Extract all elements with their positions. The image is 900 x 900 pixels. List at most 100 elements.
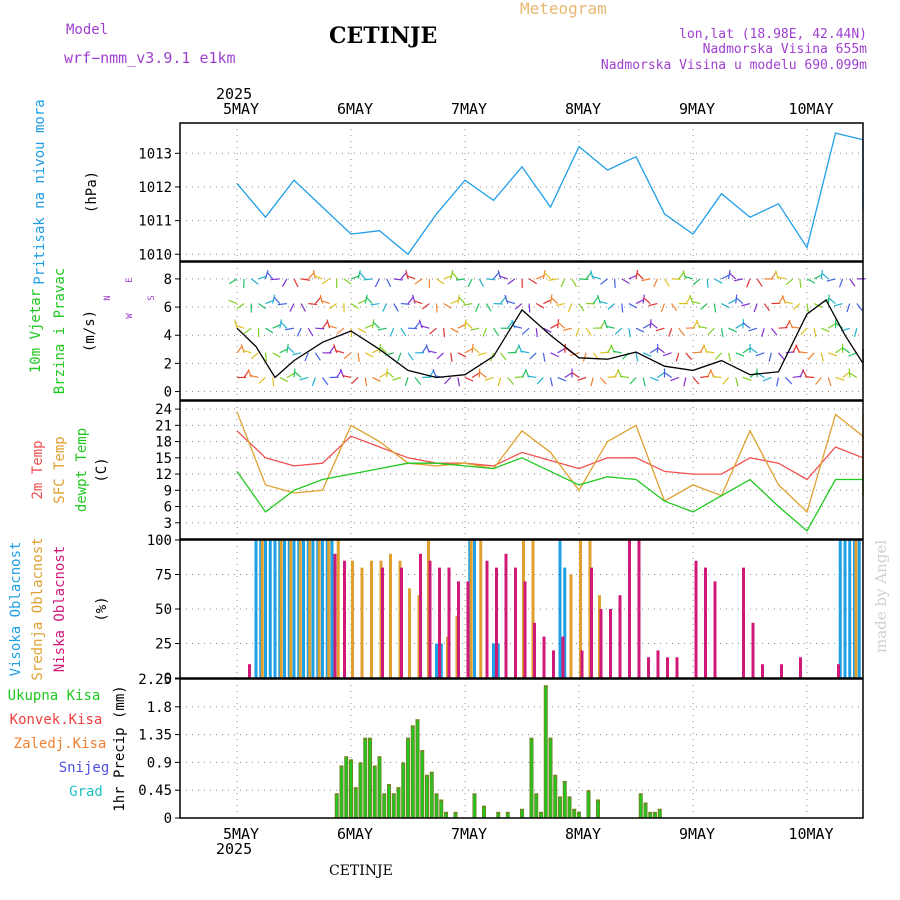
- cloud-bar: [292, 540, 296, 678]
- cloud-bar: [439, 643, 443, 678]
- wind-arrow: [379, 346, 388, 354]
- wind-arrow: [378, 343, 382, 353]
- top-day-label: 10MAY: [788, 100, 833, 118]
- coords-text: lon,lat (18.98E, 42.44N): [679, 27, 867, 42]
- wind-arrow: [792, 303, 801, 311]
- cloud-bar: [837, 664, 840, 678]
- y-axis-title: (m/s): [82, 310, 98, 352]
- cloud-bar: [485, 560, 489, 678]
- wind-arrow: [663, 371, 672, 378]
- wind-arrow: [336, 327, 345, 335]
- panel-frame: [179, 678, 864, 819]
- model-label: Model: [66, 22, 108, 38]
- wind-arrow: [813, 274, 823, 280]
- y-tick-label: 1.35: [138, 728, 172, 744]
- wind-arrow: [714, 278, 723, 284]
- wind-arrow: [778, 352, 785, 361]
- cloud-bar: [473, 540, 476, 678]
- precip-bar-inner: [597, 801, 599, 818]
- wind-arrow: [550, 296, 559, 304]
- wind-arrow: [820, 269, 823, 279]
- y-axis-title: (C): [94, 457, 110, 482]
- precip-legend-entry: Grad: [69, 784, 103, 800]
- wind-arrow: [322, 377, 329, 386]
- wind-arrow: [712, 375, 722, 379]
- wind-arrow: [329, 303, 338, 310]
- wind-arrow: [735, 323, 744, 329]
- cloud-bar: [523, 581, 527, 678]
- wind-arrow: [464, 376, 474, 382]
- precip-bar-inner: [573, 810, 576, 818]
- y-tick-label: 0: [164, 811, 172, 827]
- y-tick-label: 2: [164, 356, 172, 372]
- top-day-label: 8MAY: [565, 100, 601, 118]
- wind-arrow: [393, 278, 403, 281]
- y-tick-label: 0: [164, 385, 172, 401]
- precip-bar-inner: [416, 721, 419, 818]
- pressure-panel: 1010 1011 1012 1013: [138, 122, 864, 263]
- precip-bar-inner: [563, 782, 566, 818]
- wind-arrow: [357, 327, 367, 334]
- precip-bar-inner: [397, 789, 400, 818]
- wind-arrow: [838, 278, 844, 288]
- wind-arrow: [763, 303, 771, 312]
- wind-arrow: [405, 270, 409, 280]
- wind-arrow: [350, 275, 360, 280]
- y-tick-label: 0: [164, 671, 172, 687]
- precip-bar-inner: [335, 795, 338, 818]
- wind-arrow: [470, 327, 480, 331]
- precip-bar-inner: [345, 758, 348, 818]
- wind-arrow: [457, 377, 461, 387]
- wind-arrow: [591, 275, 601, 280]
- wind-arrow: [272, 324, 282, 329]
- wind-arrow: [713, 303, 717, 313]
- panel-frame: [179, 122, 864, 262]
- wind-arrow: [321, 278, 330, 285]
- y-tick-label: 4: [164, 328, 172, 344]
- wind-arrow: [484, 376, 494, 381]
- wind-arrow: [578, 278, 589, 281]
- wind-arrow: [507, 377, 514, 385]
- wind-arrow: [506, 300, 516, 305]
- wind-arrow: [582, 352, 587, 362]
- cloud-bar: [563, 567, 567, 678]
- precip-bar-inner: [340, 767, 343, 818]
- wind-arrow: [392, 376, 402, 381]
- wind-arrow: [799, 278, 802, 288]
- wind-arrow: [827, 377, 832, 387]
- wind-arrow: [692, 278, 701, 286]
- wind-arrow: [660, 303, 666, 313]
- wind-arrow: [628, 328, 631, 338]
- precip-bar-inner: [440, 801, 443, 818]
- wind-arrow: [653, 278, 658, 288]
- wind-arrow: [790, 326, 800, 329]
- cloud-bar: [514, 567, 517, 678]
- wind-arrow: [628, 303, 638, 309]
- precip-bar-inner: [578, 813, 580, 818]
- y-axis-title: Srednja Oblacnost: [30, 537, 46, 680]
- cloud-bar: [761, 664, 764, 678]
- bottom-day-label: 6MAY: [337, 825, 373, 843]
- wind-panel: 0 2 4 6 8: [164, 261, 866, 401]
- cloud-bar: [704, 567, 707, 678]
- wind-arrow: [776, 377, 780, 387]
- wind-arrow: [500, 352, 507, 361]
- wind-arrow: [683, 377, 687, 387]
- wind-arrow: [670, 376, 679, 382]
- wind-arrow: [805, 376, 815, 379]
- wind-arrow: [785, 278, 794, 286]
- y-axis-title: Brzina i Pravac: [52, 268, 68, 394]
- cloud-bar: [466, 581, 470, 678]
- cloud-bar: [308, 540, 312, 678]
- station-title: CETINJE: [329, 23, 437, 49]
- top-year-label: 2025: [216, 85, 252, 103]
- wind-arrow: [741, 302, 751, 307]
- wind-arrow: [535, 303, 545, 309]
- precip-bar-inner: [535, 795, 538, 818]
- wind-arrow: [475, 303, 480, 313]
- cloud-bar: [713, 581, 717, 678]
- wind-arrow: [463, 302, 473, 306]
- cloud-bar: [298, 540, 302, 678]
- wind-arrow: [635, 298, 645, 305]
